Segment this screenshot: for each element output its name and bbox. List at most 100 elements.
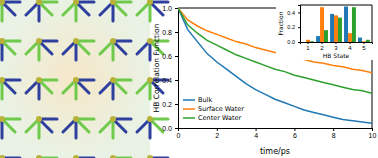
y-tick-mark [175,80,178,81]
x-tick: 6 [293,128,297,139]
inset-x-axis-line [301,43,373,45]
y-tick: 0.6 [162,53,178,60]
bar [334,15,338,42]
bar [330,14,334,42]
y-tick-label: 0.8 [162,29,172,36]
legend: BulkSurface WaterCenter Water [183,96,244,122]
x-tick-label: 8 [332,132,336,139]
structure-background [0,0,150,158]
y-tick-label: 0.6 [162,53,172,60]
y-tick-mark [175,128,178,129]
legend-label: Surface Water [198,105,244,113]
structure-atom [0,116,5,122]
inset-y-axis-line [298,6,301,43]
legend-swatch [183,108,195,110]
x-tick-mark [294,128,295,131]
structure-atom [36,0,42,5]
x-axis-line [179,129,373,132]
legend-label: Bulk [198,96,212,104]
x-tick-mark [372,128,373,131]
inset-y-tick-label: 0.4 [287,10,295,16]
inset-y-tick-label: 0.0 [287,39,295,45]
y-tick: 0.0 [162,125,178,132]
bar [344,6,348,42]
inset-y-tick-mark [298,27,300,28]
inset-x-tick-mark [322,42,323,44]
structure-image [0,0,168,158]
x-tick: 0 [177,128,181,139]
structure-atom [0,155,5,158]
x-tick: 2 [215,128,219,139]
structure-atom [110,0,116,5]
bar [366,40,370,42]
inset-x-axis: 1 2 3 4 5 [301,42,373,51]
y-tick: 0.2 [162,101,178,108]
bar [306,40,310,42]
inset-x-tick-label: 3 [334,45,338,51]
inset-x-tick-mark [349,42,350,44]
inset-x-axis-title: HB State [323,52,350,59]
structure-atom [110,77,116,83]
y-axis-title: HB Correlation Function [152,23,161,112]
structure-atom [73,116,79,122]
y-tick-mark [175,32,178,33]
bar [352,7,356,42]
x-tick-label: 4 [254,132,258,139]
x-axis: 0 2 4 6 8 10 [177,128,377,139]
structure-atom [110,116,116,122]
inset-frame [372,5,373,42]
bar [324,30,328,42]
inset-y-axis-title: Fraction [277,11,284,35]
structure-atom [73,0,79,5]
inset-y-tick: 0.4 [287,10,300,16]
structure-atom [73,155,79,158]
structure-atom [147,116,153,122]
structure-atom [36,38,42,44]
bar [316,36,320,42]
y-tick: 0.8 [162,29,178,36]
inset-x-tick: 1 [306,42,310,51]
bar [302,42,306,43]
bar [358,38,362,42]
structure-atom [0,38,5,44]
inset-x-tick: 5 [362,42,366,51]
inset-x-tick-label: 5 [362,45,366,51]
x-tick-label: 10 [369,132,377,139]
inset-x-tick-label: 2 [320,45,324,51]
x-tick-label: 2 [215,132,219,139]
x-tick: 10 [369,128,377,139]
legend-swatch [183,99,195,101]
y-tick-label: 0.4 [162,77,172,84]
structure-atom [0,0,5,5]
inset-frame [300,5,372,6]
x-tick-mark [217,128,218,131]
bar [320,7,324,42]
structure-atom [0,77,5,83]
y-axis-line [175,9,179,129]
legend-label: Center Water [198,114,241,122]
y-tick-label: 1.0 [162,5,172,12]
structure-atom [147,155,153,158]
structure-atom [73,38,79,44]
bar [362,41,366,42]
inset-y-tick: 0.2 [287,24,300,30]
x-tick-mark [333,128,334,131]
inset-y-tick-mark [298,12,300,13]
x-axis-title: time/ps [260,147,290,156]
structure-atom [73,77,79,83]
inset-y-tick-label: 0.2 [287,24,295,30]
inset-x-tick-mark [363,42,364,44]
structure-atom [36,77,42,83]
inset-x-tick: 4 [348,42,352,51]
y-tick-label: 0.2 [162,101,172,108]
inset-background [276,0,376,60]
x-tick-label: 0 [177,132,181,139]
x-tick: 8 [332,128,336,139]
structure-atom [147,0,153,5]
structure-atom [36,116,42,122]
bar [310,41,314,42]
inset-y-tick: 0.0 [287,39,300,45]
inset-x-tick-label: 4 [348,45,352,51]
structure-atom [36,155,42,158]
y-tick: 0.4 [162,77,178,84]
